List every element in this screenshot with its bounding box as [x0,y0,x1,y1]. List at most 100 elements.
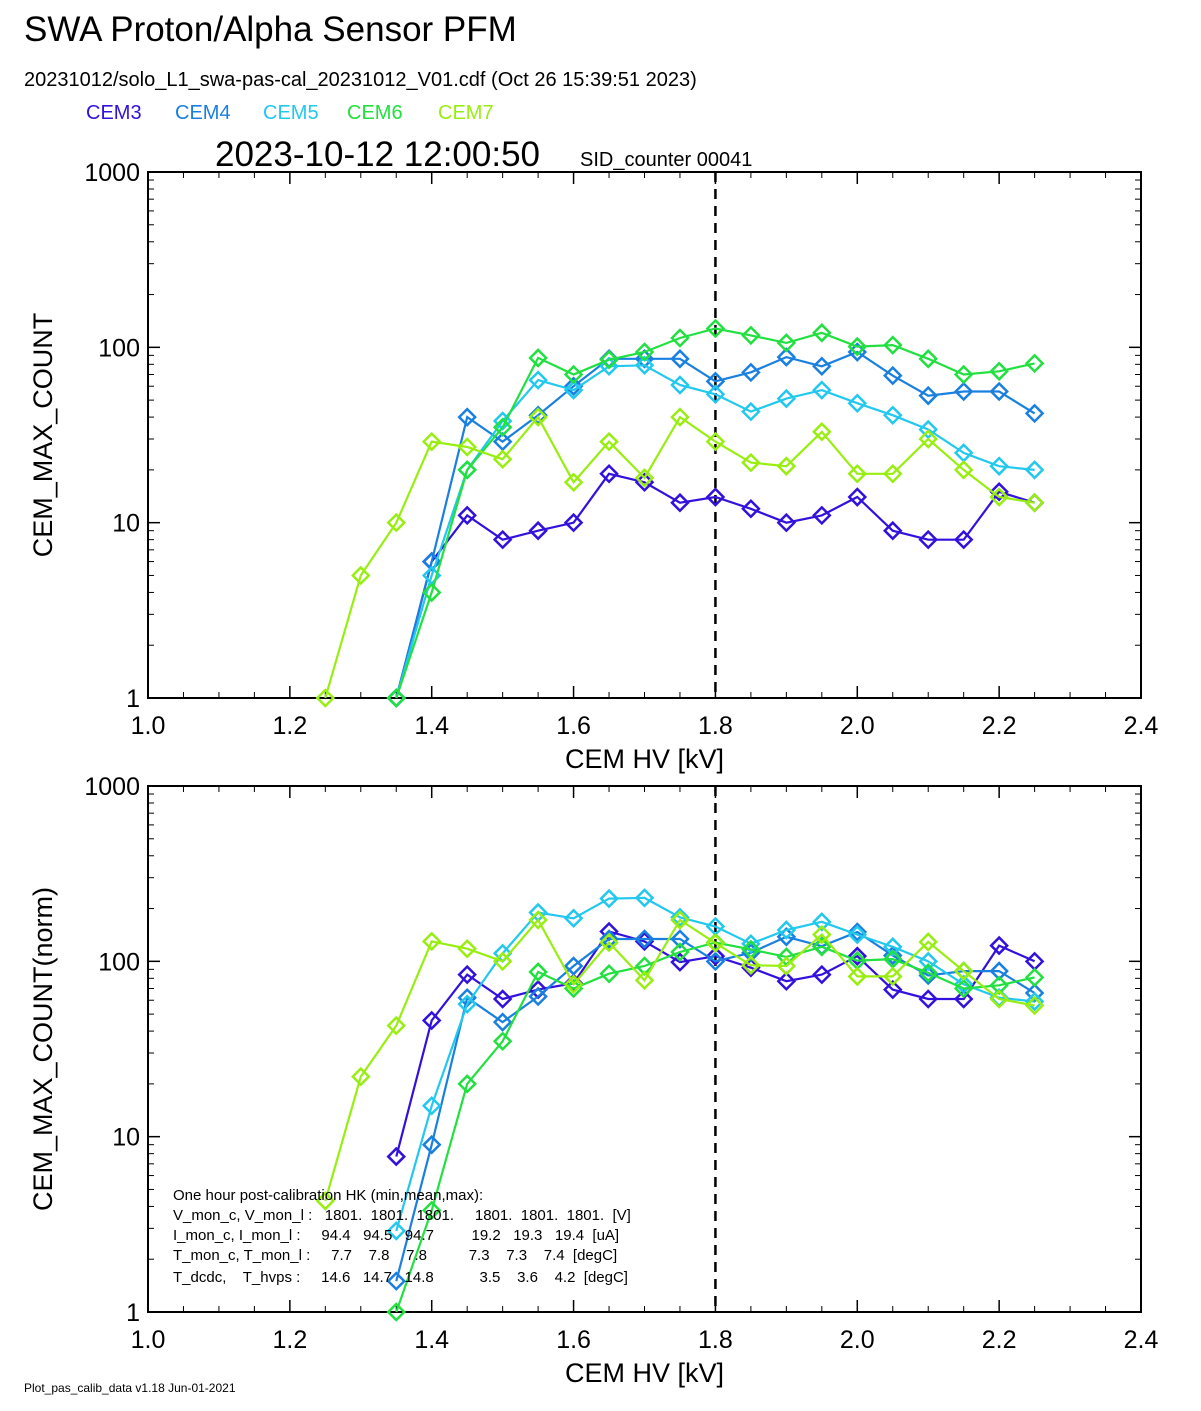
y-tick-label: 1 [126,1299,140,1327]
file-info: 20231012/solo_L1_swa-pas-cal_20231012_V0… [24,69,697,91]
data-point-cem6 [386,1302,407,1322]
data-point-cem5 [847,393,868,413]
data-point-cem3 [882,979,903,1000]
data-point-cem6 [989,361,1009,382]
data-point-cem5 [741,401,761,422]
x-tick-label: 2.4 [1124,712,1159,740]
data-point-cem7 [563,974,584,995]
data-point-cem5 [634,355,655,376]
data-point-cem4 [528,986,548,1007]
x-axis-label: CEM HV [kV] [565,744,724,774]
axes-frame [147,171,1142,699]
y-tick-label: 10 [112,510,140,538]
y-axis-label: CEM_MAX_COUNT(norm) [28,887,58,1211]
data-point-cem7 [918,429,938,449]
data-point-cem7 [989,487,1009,507]
data-point-cem5 [634,888,655,908]
data-point-cem7 [812,924,832,945]
data-point-cem4 [953,381,974,402]
hk-line: T_dcdc, T_hvps : 14.6 14.7 14.8 3.5 3.6 … [173,1269,628,1286]
data-point-cem7 [776,956,797,976]
data-point-cem6 [812,323,832,343]
data-point-cem6 [386,688,407,708]
data-point-cem6 [421,1200,442,1221]
data-point-cem7 [882,966,903,987]
data-point-cem4 [492,1012,513,1032]
chart-cem-max-count-norm: 1.0 1.2 1.4 1.6 1.8 2.0 2.2 2.4 1 10 100 1000 CEM HV… [28,773,1158,1388]
y-tick-label: 100 [98,948,140,976]
data-point-cem4 [670,929,690,949]
data-point-cem3 [847,487,868,507]
data-point-cem5 [563,380,584,400]
data-point-cem4 [705,371,726,392]
data-point-cem3 [953,989,974,1009]
data-point-cem3 [776,971,797,992]
data-point-cem3 [528,520,548,541]
data-point-cem7 [741,452,761,473]
data-point-cem7 [705,431,726,452]
data-point-cem6 [634,956,655,976]
data-point-cem6 [528,962,548,982]
series-line-cem3 [395,472,1035,699]
data-point-cem5 [812,380,832,400]
data-point-cem5 [528,370,548,390]
x-tick-label: 1.4 [414,1326,449,1354]
data-point-cem3 [741,499,761,519]
data-point-cem7 [386,512,407,533]
data-point-cem6 [1024,967,1045,988]
data-point-cem7 [351,565,371,586]
data-point-cem5 [776,920,797,940]
data-point-cem7 [1024,492,1045,513]
data-point-cem5 [918,419,938,440]
data-point-cem4 [563,376,584,396]
data-point-cem3 [989,482,1009,502]
data-point-cem3 [492,989,513,1009]
version-footer: Plot_pas_calib_data v1.18 Jun-01-2021 [24,1381,236,1395]
data-point-cem3 [705,487,726,507]
data-point-cem3 [599,464,619,484]
data-point-cem7 [315,688,336,708]
series-line-cem3 [395,930,1036,1157]
data-point-cem6 [670,942,690,962]
data-point-cem6 [953,364,974,385]
data-point-cem4 [989,381,1009,402]
legend-item-cem3: CEM3 [86,102,142,124]
data-point-cem3 [847,946,868,966]
data-point-cem5 [670,907,690,928]
hk-box: One hour post-calibration HK (min,mean,m… [173,1187,631,1286]
legend-item-cem6: CEM6 [347,102,403,124]
hk-line: T_mon_c, T_mon_l : 7.7 7.8 7.8 7.3 7.3 7… [173,1247,617,1264]
legend-item-cem5: CEM5 [263,102,319,124]
data-point-cem5 [705,384,726,405]
data-point-cem7 [847,464,868,484]
data-point-cem7 [812,421,832,442]
x-tick-label: 2.2 [982,1326,1017,1354]
data-point-cem6 [563,364,584,385]
data-point-cem7 [953,961,974,981]
data-point-cem6 [989,975,1009,996]
data-point-cem6 [705,318,726,339]
data-point-cem7 [528,407,548,427]
data-point-cem7 [528,910,548,930]
data-point-cem6 [457,460,477,480]
data-point-cem6 [812,937,832,957]
data-point-cem6 [1024,353,1045,374]
data-point-cem3 [918,529,938,550]
legend: CEM3 CEM4 CEM5 CEM6 CEM7 [86,102,494,124]
y-tick-label: 1000 [84,773,140,801]
data-point-cem6 [599,349,619,370]
data-point-cem7 [492,951,513,972]
data-point-cem7 [918,932,938,952]
data-point-cem7 [599,431,619,452]
data-point-cem4 [918,965,938,986]
data-point-cem3 [386,1146,407,1167]
data-point-cem3 [1024,951,1045,972]
data-point-cem6 [741,325,761,346]
data-point-cem5 [563,908,584,929]
data-point-cem7 [776,456,797,476]
legend-item-cem4: CEM4 [175,102,231,124]
data-point-cem3 [670,952,690,972]
data-point-cem7 [421,931,442,952]
data-point-cem3 [705,946,726,966]
